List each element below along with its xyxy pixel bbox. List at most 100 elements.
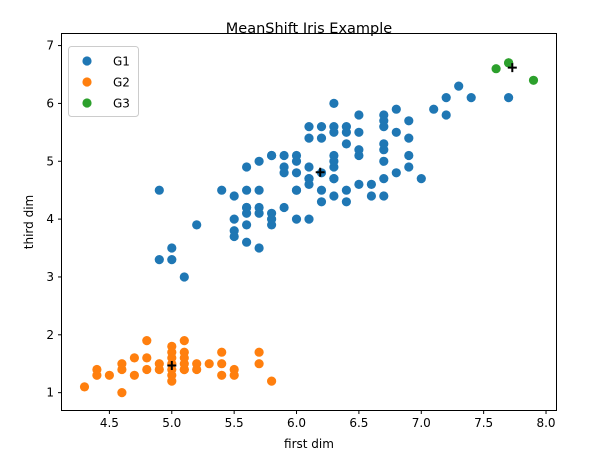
data-point-g2-21 bbox=[117, 388, 127, 398]
data-point-g1-26 bbox=[391, 168, 401, 178]
data-point-g1-85 bbox=[267, 150, 277, 161]
data-point-g1-29 bbox=[254, 243, 264, 253]
data-point-g1-47 bbox=[254, 208, 264, 218]
data-point-g2-22 bbox=[179, 336, 189, 346]
data-point-g1-45 bbox=[316, 197, 327, 207]
data-point-g1-91 bbox=[379, 139, 389, 149]
data-point-g2-16 bbox=[217, 370, 227, 380]
legend-marker bbox=[82, 56, 92, 66]
plot-area-frame bbox=[61, 33, 557, 411]
y-axis-ticks: 1 2 3 4 5 6 7 bbox=[46, 39, 62, 400]
data-point-g1-41 bbox=[267, 214, 277, 224]
data-point-g1-63 bbox=[291, 168, 302, 178]
data-point-g1-59 bbox=[391, 127, 401, 137]
data-point-g1-79 bbox=[354, 145, 364, 155]
x-tick-label: 6.5 bbox=[349, 416, 368, 430]
data-point-g3-3 bbox=[504, 58, 514, 68]
x-tick-label: 7.0 bbox=[412, 416, 431, 430]
data-point-g1-65 bbox=[242, 162, 252, 172]
data-point-g3-0 bbox=[491, 64, 501, 74]
data-point-g1-68 bbox=[341, 122, 351, 132]
legend-marker bbox=[82, 98, 92, 108]
y-tick-label: 5 bbox=[46, 154, 54, 168]
data-point-g2-26 bbox=[192, 364, 202, 375]
data-point-g1-34 bbox=[217, 185, 227, 195]
data-point-g2-13 bbox=[79, 382, 90, 392]
data-point-g2-10 bbox=[217, 359, 227, 369]
data-point-g1-89 bbox=[316, 122, 327, 132]
data-point-g1-56 bbox=[441, 93, 451, 103]
data-point-g1-90 bbox=[329, 174, 339, 184]
cluster-center-marker bbox=[507, 63, 517, 73]
data-point-g1-35 bbox=[291, 185, 302, 195]
x-tick-label: 5.5 bbox=[225, 416, 244, 430]
x-axis-label: first dim bbox=[284, 437, 334, 451]
data-point-g2-2 bbox=[129, 370, 139, 380]
data-point-g1-25 bbox=[366, 191, 376, 201]
data-point-g1-4 bbox=[354, 179, 364, 189]
y-tick-label: 4 bbox=[46, 212, 54, 226]
data-point-g2-5 bbox=[217, 347, 227, 357]
data-point-g1-83 bbox=[329, 156, 339, 166]
data-point-g1-3 bbox=[229, 214, 239, 224]
x-tick-label: 6.0 bbox=[287, 416, 306, 430]
data-point-g1-58 bbox=[341, 139, 351, 149]
y-tick-label: 1 bbox=[46, 386, 54, 400]
legend-label: G1 bbox=[113, 55, 130, 69]
x-tick-label: 8.0 bbox=[536, 416, 555, 430]
data-point-g1-37 bbox=[329, 191, 339, 201]
x-tick-label: 5.0 bbox=[162, 416, 181, 430]
data-point-g1-81 bbox=[279, 150, 289, 161]
data-point-g1-86 bbox=[329, 127, 339, 137]
legend-label: G3 bbox=[113, 97, 130, 111]
data-point-g2-12 bbox=[142, 364, 152, 375]
data-point-g1-80 bbox=[316, 133, 327, 143]
x-axis-ticks: 4.5 5.0 5.5 6.0 6.5 7.0 7.5 8.0 bbox=[100, 410, 556, 430]
data-point-g1-82 bbox=[504, 93, 514, 103]
data-point-g1-9 bbox=[192, 220, 202, 230]
data-point-g2-23 bbox=[142, 336, 152, 346]
data-point-g1-39 bbox=[229, 191, 239, 201]
data-point-g2-27 bbox=[129, 353, 139, 363]
cluster-center-0 bbox=[315, 167, 325, 177]
data-point-g1-67 bbox=[304, 162, 314, 172]
data-point-g1-1 bbox=[341, 185, 351, 195]
legend-marker bbox=[82, 77, 92, 87]
cluster-center-1 bbox=[167, 361, 177, 370]
data-point-g2-31 bbox=[92, 370, 102, 380]
data-point-g2-14 bbox=[267, 376, 277, 386]
data-point-g1-77 bbox=[379, 116, 389, 126]
centers-layer bbox=[167, 63, 517, 370]
y-tick-label: 2 bbox=[46, 328, 54, 342]
data-point-g1-19 bbox=[242, 220, 252, 230]
data-point-g1-64 bbox=[404, 116, 414, 126]
data-point-g1-36 bbox=[379, 174, 389, 184]
data-point-g1-5 bbox=[254, 185, 264, 195]
data-point-g2-33 bbox=[204, 359, 214, 369]
data-point-g1-42 bbox=[167, 255, 177, 265]
legend-item-g1: G1 bbox=[82, 55, 130, 69]
x-tick-label: 4.5 bbox=[100, 416, 119, 430]
cluster-center-marker bbox=[315, 167, 325, 177]
data-point-g1-76 bbox=[391, 104, 401, 114]
data-point-g3-2 bbox=[528, 75, 539, 85]
data-point-g1-2 bbox=[404, 162, 414, 172]
data-point-g1-92 bbox=[242, 202, 252, 213]
data-point-g1-8 bbox=[366, 179, 376, 189]
data-point-g1-62 bbox=[354, 127, 364, 137]
data-point-g1-27 bbox=[379, 156, 389, 166]
data-point-g1-75 bbox=[404, 150, 414, 161]
legend: G1 G2 G3 bbox=[68, 46, 139, 117]
data-point-g1-31 bbox=[229, 231, 239, 242]
cluster-center-marker bbox=[167, 361, 177, 370]
data-point-g1-53 bbox=[154, 185, 164, 195]
data-point-g1-46 bbox=[179, 272, 189, 282]
data-point-g1-50 bbox=[429, 104, 439, 114]
data-point-g1-54 bbox=[454, 81, 464, 91]
data-point-g1-60 bbox=[254, 156, 264, 166]
data-point-g1-10 bbox=[167, 243, 177, 253]
data-point-g2-37 bbox=[167, 341, 177, 351]
y-tick-label: 7 bbox=[46, 39, 54, 53]
data-point-g2-35 bbox=[179, 353, 189, 363]
